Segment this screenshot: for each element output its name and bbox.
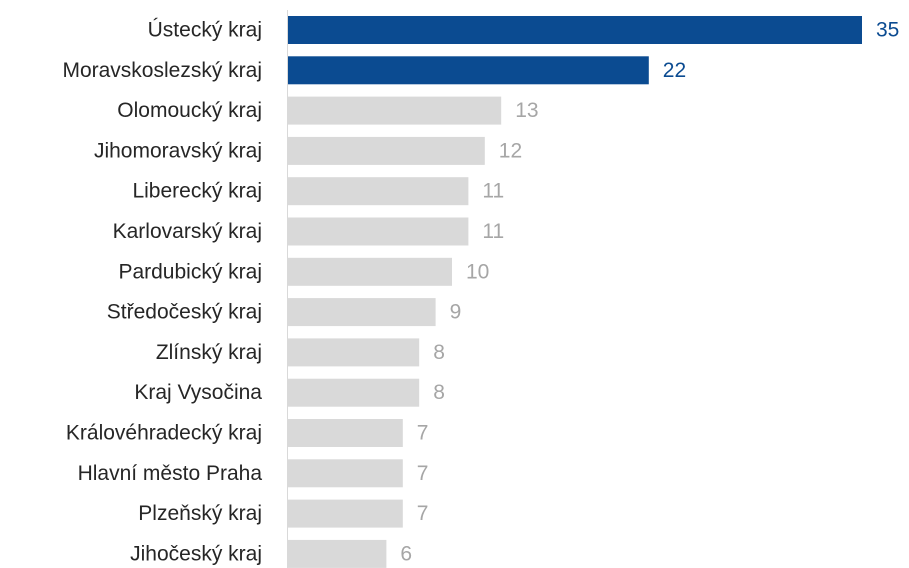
category-label: Moravskoslezský kraj (62, 59, 262, 82)
bar (288, 257, 452, 286)
data-label: 10 (466, 260, 489, 283)
bar (288, 16, 862, 44)
category-label: Královéhradecký kraj (66, 422, 262, 445)
data-label: 6 (400, 542, 412, 565)
data-label: 7 (417, 502, 429, 525)
category-label: Pardubický kraj (118, 260, 262, 283)
category-labels: Ústecký kraj Moravskoslezský kraj Olomouck… (62, 19, 262, 566)
data-label: 11 (482, 220, 504, 243)
bar (288, 177, 469, 206)
data-label: 7 (417, 462, 429, 485)
bar (288, 539, 387, 568)
data-label: 35 (876, 19, 899, 42)
bar (288, 499, 403, 528)
data-label: 13 (515, 99, 538, 122)
bar (288, 217, 469, 246)
category-label: Karlovarský kraj (113, 220, 262, 243)
data-label: 11 (482, 180, 504, 203)
bar (288, 56, 649, 85)
data-label: 9 (450, 301, 462, 324)
bar (288, 298, 436, 327)
data-label: 8 (433, 341, 445, 364)
category-label: Středočeský kraj (107, 301, 262, 324)
data-label: 7 (417, 422, 429, 445)
category-label: Jihočeský kraj (130, 542, 262, 565)
category-label: Zlínský kraj (156, 341, 262, 364)
bar (288, 338, 420, 367)
category-label: Ústecký kraj (148, 19, 262, 42)
bar (288, 419, 403, 447)
bar (288, 96, 502, 125)
bar (288, 136, 485, 165)
data-label: 12 (499, 139, 522, 162)
data-label: 22 (663, 59, 686, 82)
category-label: Plzeňský kraj (138, 502, 262, 525)
category-label: Liberecký kraj (132, 180, 262, 203)
bar (288, 378, 420, 407)
category-label: Hlavní město Praha (78, 462, 263, 485)
bar (288, 459, 403, 488)
bars (288, 16, 862, 568)
category-label: Jihomoravský kraj (94, 139, 262, 162)
data-label: 8 (433, 381, 445, 404)
category-label: Kraj Vysočina (134, 381, 262, 404)
category-label: Olomoucký kraj (117, 99, 262, 122)
